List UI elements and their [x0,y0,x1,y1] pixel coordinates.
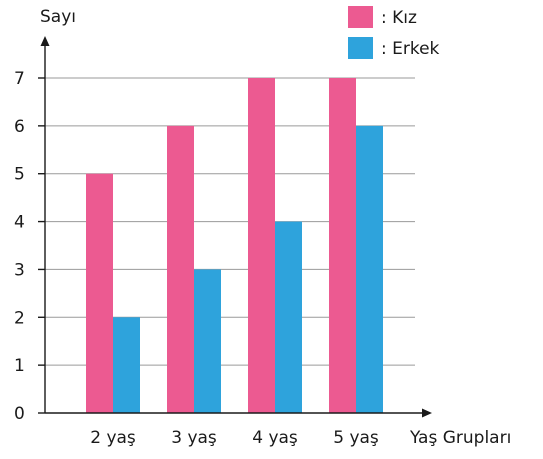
y-tick-label: 7 [14,69,25,89]
legend: : Kız : Erkek [348,6,440,59]
y-tick-labels: 0 1 2 3 4 5 6 7 [14,69,25,424]
legend-label: : Erkek [381,39,440,59]
bar [356,125,383,413]
y-tick-label: 3 [14,260,25,280]
x-tick-label: 5 yaş [333,428,379,448]
bar [248,78,275,413]
bar [194,269,221,413]
x-tick-labels: 2 yaş 3 yaş 4 yaş 5 yaş [90,428,379,448]
y-tick-label: 5 [14,165,25,185]
x-axis-label: Yaş Grupları [409,428,511,448]
bar [275,221,302,413]
y-tick-label: 2 [14,308,25,328]
bar [167,125,194,413]
bar [329,78,356,413]
axes [40,36,432,418]
y-tick-label: 4 [14,213,25,233]
legend-label: : Kız [381,8,417,28]
x-tick-label: 3 yaş [171,428,217,448]
bar [113,317,140,413]
y-axis-label: Sayı [40,7,76,27]
legend-swatch [348,6,373,28]
x-tick-label: 2 yaş [90,428,136,448]
y-tick-label: 6 [14,117,25,137]
x-axis-arrow [422,408,432,418]
legend-swatch [348,37,373,59]
y-tick-label: 1 [14,356,25,376]
y-tick-label: 0 [14,404,25,424]
y-axis-arrow [40,36,50,46]
bars [86,78,383,413]
x-tick-label: 4 yaş [252,428,298,448]
bar [86,173,113,413]
